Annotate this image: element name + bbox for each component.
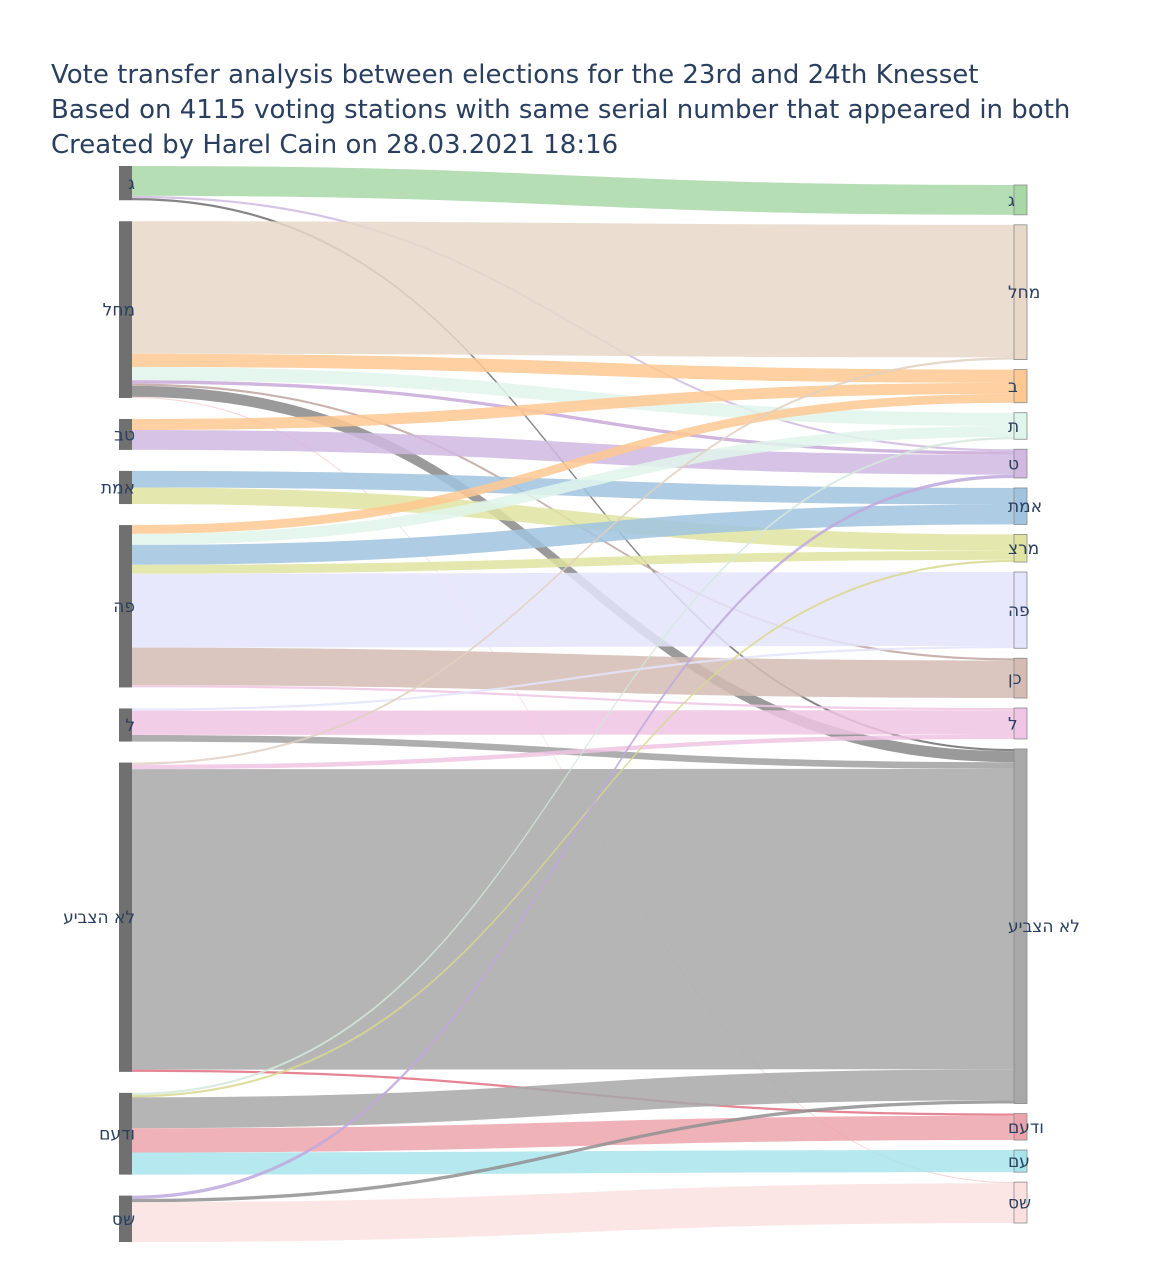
right-node-label-nv: לא הצביע [1008,917,1080,937]
left-node-label-machal: מחל [103,301,135,321]
title-line-2: Based on 4115 voting stations with same … [51,95,1071,125]
right-node-vdaam[interactable] [1013,1113,1028,1141]
right-node-label-g: ג [1008,191,1015,211]
right-node-tet[interactable] [1013,448,1028,479]
left-node-label-tav: טב [114,425,135,445]
left-node-machal[interactable] [119,221,132,398]
right-node-label-b: ב [1008,377,1018,397]
link-pe-to-pe[interactable] [132,572,1014,648]
link-nv-to-nv[interactable] [132,768,1014,1070]
right-node-label-l: ל [1008,714,1018,734]
right-node-label-meretz: מרצ [1008,539,1039,559]
left-node-nv[interactable] [119,762,132,1072]
link-pe-to-meretz[interactable] [132,550,1014,574]
right-node-label-shas: שס [1008,1194,1031,1214]
right-node-nv[interactable] [1013,748,1028,1104]
right-node-label-t: ת [1008,417,1019,437]
right-node-pe[interactable] [1013,571,1028,649]
link-vdaam-to-t[interactable] [132,437,1014,1096]
link-machal-to-tet[interactable] [132,380,1014,455]
right-node-label-machal: מחל [1008,283,1040,303]
right-node-label-kan: כן [1008,669,1022,689]
left-node-pe[interactable] [119,525,132,688]
title-line-1: Vote transfer analysis between elections… [51,60,979,90]
left-node-emet[interactable] [119,470,132,505]
link-l-to-l[interactable] [132,710,1014,735]
left-node-vdaam[interactable] [119,1092,132,1175]
link-pe-to-kan[interactable] [132,647,1014,699]
left-node-label-emet: אמת [101,478,135,498]
link-tav-to-tet[interactable] [132,430,1014,475]
right-node-label-tet: ט [1008,455,1019,475]
nodes-layer: ג מחל טב אמת פה ל לא הצביע ודעם שס ג מחל בתט אמת מרצ פ… [63,166,1080,1242]
right-node-t[interactable] [1013,412,1028,440]
right-node-b[interactable] [1013,369,1028,404]
right-node-l[interactable] [1013,707,1028,740]
right-node-emet[interactable] [1013,487,1028,525]
link-nv-to-l[interactable] [132,734,1014,770]
link-g-to-nv[interactable] [132,198,1014,752]
left-node-label-l: ל [125,716,135,736]
link-nv-to-machal[interactable] [132,357,1014,765]
right-node-shas[interactable] [1013,1181,1028,1224]
link-pe-to-l[interactable] [132,685,1014,711]
link-pe-to-t[interactable] [132,425,1014,545]
left-node-label-nv: לא הצביע [63,908,135,928]
link-emet-to-meretz[interactable] [132,487,1014,551]
chart-title: Vote transfer analysis between elections… [51,58,1070,163]
right-node-g[interactable] [1013,184,1028,216]
link-machal-to-b[interactable] [132,353,1014,383]
link-pe-to-emet[interactable] [132,504,1014,565]
left-node-l[interactable] [119,708,132,742]
link-pe-to-b[interactable] [132,393,1014,534]
right-node-label-am: עם [1008,1152,1030,1172]
title-line-3: Created by Harel Cain on 28.03.2021 18:1… [51,130,619,160]
link-g-to-g[interactable] [132,166,1014,215]
link-shas-to-nv[interactable] [132,1100,1014,1203]
link-vdaam-to-nv[interactable] [132,1069,1014,1129]
left-node-g[interactable] [119,166,132,201]
link-l-to-pe[interactable] [132,646,1014,711]
link-vdaam-to-meretz[interactable] [132,559,1014,1098]
link-shas-to-shas[interactable] [132,1183,1014,1242]
left-node-label-pe: פה [113,597,135,617]
right-node-machal[interactable] [1013,224,1028,360]
link-vdaam-to-am[interactable] [132,1150,1014,1175]
right-node-label-vdaam: ודעם [1008,1118,1044,1138]
left-node-label-vdaam: ודעם [99,1125,135,1145]
link-machal-to-machal[interactable] [132,221,1014,358]
link-shas-to-tet[interactable] [132,474,1014,1199]
left-node-tav[interactable] [119,418,132,450]
right-node-kan[interactable] [1013,657,1028,699]
right-node-label-emet: אמת [1008,497,1042,517]
link-tav-to-b[interactable] [132,382,1014,431]
link-vdaam-to-vdaam[interactable] [132,1115,1014,1153]
right-node-meretz[interactable] [1013,534,1028,563]
right-node-am[interactable] [1013,1149,1028,1173]
left-node-shas[interactable] [119,1195,132,1242]
left-node-label-g: ג [128,174,135,194]
links-layer [132,166,1014,1242]
right-node-label-pe: פה [1008,601,1030,621]
left-node-label-shas: שס [112,1210,135,1230]
